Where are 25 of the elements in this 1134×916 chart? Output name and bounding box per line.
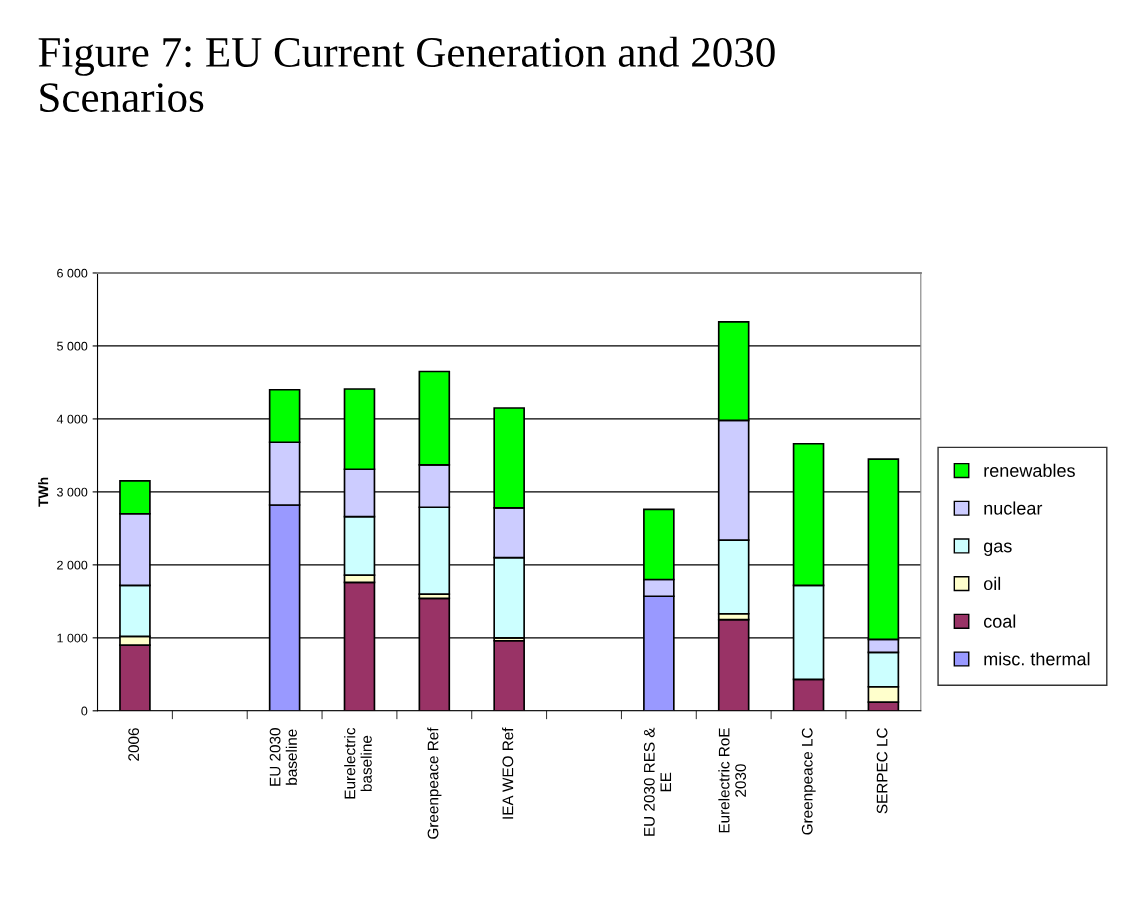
x-tick-label: 2006 <box>128 728 140 761</box>
y-tick-label: 4 000 <box>56 414 88 424</box>
x-tick-label: SERPEC LC <box>876 728 888 814</box>
x-tick-label: Eurelectric RoE 2030 <box>718 728 747 833</box>
legend-label: misc. thermal <box>984 652 1090 666</box>
y-tick-label: 3 000 <box>57 487 88 497</box>
y-tick-label: 1 000 <box>57 633 88 643</box>
legend-label: coal <box>983 614 1016 628</box>
bar <box>493 639 525 711</box>
x-tick-label: EU 2030 RES & EE <box>643 727 672 836</box>
x-tick-label: IEA WEO Ref <box>502 727 514 819</box>
y-tick-label: 0 <box>81 706 88 716</box>
x-tick-label: Greenpeace LC <box>801 728 816 835</box>
y-tick-label: 5 000 <box>57 341 88 351</box>
y-tick-label: 6 000 <box>57 268 88 278</box>
legend-label: renewables <box>984 463 1075 477</box>
y-axis-title: TWh <box>38 477 49 507</box>
x-tick-label: Greenpeace Ref <box>427 727 442 839</box>
legend-label: nuclear <box>984 501 1043 515</box>
x-tick-label: Eurelectric baseline <box>344 727 372 799</box>
chart-title: Figure 7: EU Current Generation and 2030 Scenarios <box>38 36 775 113</box>
legend-label: gas <box>983 542 1012 556</box>
x-tick-label: EU 2030 baseline <box>269 728 297 786</box>
y-tick-label: 2 000 <box>57 560 88 570</box>
legend-label: oil <box>983 576 1001 591</box>
